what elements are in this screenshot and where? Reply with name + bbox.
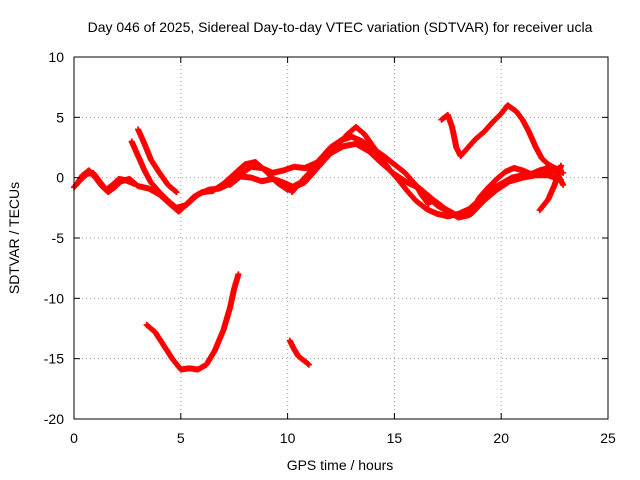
data-layer bbox=[71, 102, 567, 373]
data-trace bbox=[144, 272, 242, 373]
data-trace bbox=[287, 338, 312, 367]
data-trace bbox=[439, 102, 563, 173]
x-tick-label: 0 bbox=[70, 430, 78, 446]
y-tick-label: 0 bbox=[56, 170, 64, 186]
y-tick-label: 5 bbox=[56, 109, 64, 125]
y-tick-label: -15 bbox=[44, 351, 64, 367]
x-tick-label: 5 bbox=[177, 430, 185, 446]
x-tick-label: 25 bbox=[600, 430, 616, 446]
y-tick-label: -10 bbox=[44, 290, 64, 306]
data-series-s11 bbox=[536, 162, 565, 214]
data-trace bbox=[413, 182, 431, 207]
data-series-s13 bbox=[286, 337, 312, 368]
ticks: 0 5 10 15 20 25 10 5 0 -5 -10 -15 -20 bbox=[44, 49, 616, 446]
data-series-s12 bbox=[143, 271, 242, 373]
y-tick-label: 10 bbox=[48, 49, 64, 65]
x-tick-label: 20 bbox=[493, 430, 509, 446]
x-axis-label: GPS time / hours bbox=[287, 457, 394, 473]
data-trace bbox=[135, 127, 179, 195]
data-trace bbox=[537, 163, 564, 213]
x-tick-label: 15 bbox=[387, 430, 403, 446]
data-series-s8 bbox=[412, 181, 432, 208]
chart-title: Day 046 of 2025, Sidereal Day-to-day VTE… bbox=[88, 19, 593, 35]
y-tick-label: -20 bbox=[44, 411, 64, 427]
data-series-s9 bbox=[438, 102, 565, 174]
data-series-s4 bbox=[135, 126, 180, 196]
y-tick-label: -5 bbox=[52, 230, 65, 246]
y-axis-label: SDTVAR / TECUs bbox=[6, 182, 22, 294]
x-tick-label: 10 bbox=[280, 430, 296, 446]
